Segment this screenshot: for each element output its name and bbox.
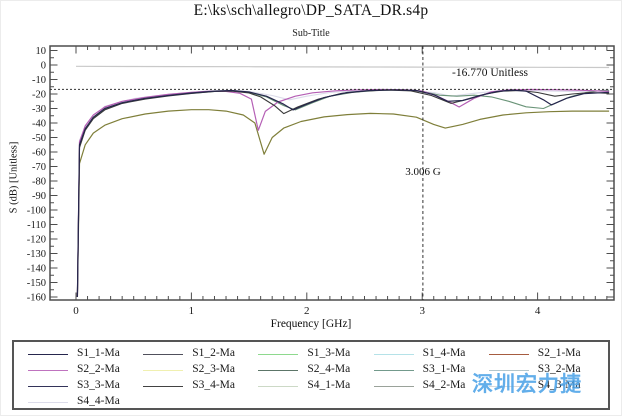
legend-item[interactable]: S4_4-Ma [28, 395, 143, 411]
y-tick-label: -30 [32, 104, 46, 115]
y-tick-label: -70 [32, 162, 46, 173]
plot-frame [49, 45, 615, 301]
y-tick-label: -160 [27, 293, 46, 304]
y-tick-label: -110 [27, 220, 46, 231]
legend-label: S3_1-Ma [422, 363, 466, 375]
y-tick-label: -100 [27, 206, 46, 217]
legend-item[interactable]: S3_4-Ma [143, 379, 258, 395]
legend-item[interactable]: S1_2-Ma [143, 347, 258, 363]
legend-label: S1_2-Ma [192, 347, 235, 359]
legend-label: S2_3-Ma [192, 363, 235, 375]
legend-swatch [28, 386, 68, 387]
legend-swatch [143, 370, 184, 371]
series-light-lavender-trace [76, 89, 610, 298]
series-flat-through-trace [75, 65, 610, 69]
legend-swatch [258, 354, 299, 355]
legend-swatch [143, 386, 184, 387]
y-tick-label: -80 [32, 177, 46, 188]
legend-item[interactable]: S4_1-Ma [258, 379, 373, 395]
legend-swatch [488, 370, 529, 371]
y-tick-label: -50 [32, 133, 46, 144]
legend-swatch [28, 370, 68, 371]
legend-item[interactable]: S1_4-Ma [373, 347, 489, 363]
y-tick-label: -60 [32, 148, 46, 159]
y-tick-label: 10 [36, 46, 47, 57]
legend-label: S4_3-Ma [537, 379, 581, 391]
x-tick-label: 2 [304, 305, 310, 317]
x-tick-label: 0 [73, 305, 79, 317]
legend-item[interactable]: S4_3-Ma [488, 379, 604, 395]
legend-label: S1_1-Ma [77, 347, 120, 359]
legend-swatch [258, 370, 299, 371]
legend-swatch [28, 402, 68, 403]
hline-marker-label: -16.770 Unitless [452, 67, 529, 79]
legend-label: S4_2-Ma [422, 379, 466, 391]
plot-subtitle: Sub-Title [292, 28, 330, 39]
legend-item[interactable]: S1_1-Ma [28, 347, 143, 363]
series-dark-navy-trace [76, 89, 610, 298]
legend-item[interactable]: S3_1-Ma [373, 363, 489, 379]
chart-canvas[interactable]: 0 1 2 3 4-160-150-140-130-120-110-100-90-80-… [0, 0, 622, 335]
legend-label: S2_4-Ma [307, 363, 351, 375]
y-tick-label: 0 [41, 61, 46, 72]
legend-label: S4_4-Ma [77, 395, 120, 407]
y-tick-label: -10 [32, 75, 46, 86]
y-tick-label: -130 [27, 249, 46, 260]
legend-item[interactable]: S3_3-Ma [28, 379, 143, 395]
watermark: 深圳宏力捷 [472, 372, 582, 396]
plot-title: E:\ks\sch\allegro\DP_SATA_DR.s4p [193, 2, 429, 19]
legend-item[interactable]: S2_2-Ma [28, 363, 143, 379]
legend-swatch [488, 386, 529, 387]
legend-label: S4_1-Ma [307, 379, 351, 391]
legend-list: S1_1-Ma S1_2-Ma S1_3-Ma S1_4-Ma S2_1-Ma S2_2-… [14, 342, 608, 411]
legend-item[interactable]: S2_3-Ma [143, 363, 258, 379]
legend-item[interactable]: S2_4-Ma [258, 363, 373, 379]
x-axis-label: Frequency [GHz] [270, 318, 352, 330]
series-dark-gray-trace [76, 89, 610, 298]
legend-swatch [488, 354, 529, 355]
legend-swatch [143, 354, 184, 355]
vline-marker-label: 3.006 G [405, 166, 441, 178]
series-magenta-trace [76, 88, 610, 298]
legend-label: S3_3-Ma [77, 379, 120, 391]
legend-label: S1_4-Ma [422, 347, 466, 359]
y-tick-label: -140 [27, 264, 46, 275]
legend-label: S2_2-Ma [77, 363, 120, 375]
y-tick-label: -20 [32, 90, 46, 101]
legend-swatch [373, 370, 414, 371]
y-tick-label: -120 [27, 235, 46, 246]
legend-item[interactable]: S1_3-Ma [258, 347, 373, 363]
y-tick-label: -90 [32, 191, 46, 202]
x-tick-label: 4 [535, 305, 541, 317]
x-tick-label: 1 [189, 305, 195, 317]
legend-swatch [373, 354, 414, 355]
x-tick-label: 3 [419, 305, 425, 317]
legend-box: S1_1-Ma S1_2-Ma S1_3-Ma S1_4-Ma S2_1-Ma S2_2-… [12, 340, 610, 410]
legend-swatch [258, 386, 299, 387]
legend-label: S1_3-Ma [307, 347, 351, 359]
legend-item[interactable]: S2_1-Ma [488, 347, 604, 363]
legend-label: S2_1-Ma [537, 347, 581, 359]
legend-swatch [373, 386, 414, 387]
y-tick-label: -150 [27, 278, 46, 289]
legend-label: S3_2-Ma [537, 363, 581, 375]
legend-swatch [28, 354, 68, 355]
series-green-trace [76, 89, 610, 298]
series-olive-trace [76, 109, 610, 298]
legend-item[interactable]: S3_2-Ma [488, 363, 604, 379]
y-tick-label: -40 [32, 119, 46, 130]
legend-item[interactable]: S4_2-Ma [373, 379, 489, 395]
legend-label: S3_4-Ma [192, 379, 235, 391]
